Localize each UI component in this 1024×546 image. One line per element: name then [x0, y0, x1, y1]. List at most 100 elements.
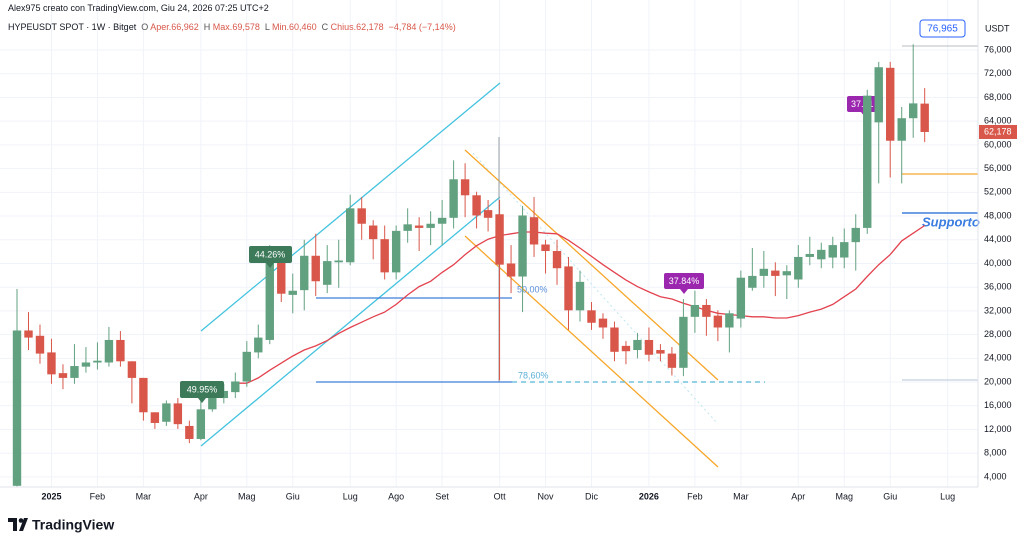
candle-body — [472, 195, 481, 216]
legend-field: Aper. — [150, 22, 172, 32]
x-tick-label: Apr — [791, 491, 805, 501]
x-tick-label: Giu — [286, 491, 300, 501]
candle-body — [150, 412, 160, 423]
x-tick-label: Mag — [238, 491, 256, 501]
candle-body — [805, 253, 814, 257]
candle-body — [633, 339, 642, 351]
legend-key: H — [203, 22, 211, 32]
candle-body — [713, 315, 723, 328]
legend-field: Max. — [212, 22, 233, 32]
y-tick-label: 56,000 — [984, 163, 1012, 173]
candle-body — [12, 330, 22, 486]
marker-label: 44.26% — [255, 249, 286, 259]
candle-body — [185, 425, 194, 439]
legend: HYPEUSDT SPOT · 1W · Bitget O Aper.66,962… — [8, 22, 456, 32]
candle-body — [300, 255, 309, 291]
candle-body — [920, 103, 929, 132]
candle-body — [139, 377, 148, 413]
x-tick-label: Feb — [90, 491, 106, 501]
legend-value: 62,178 — [356, 22, 384, 32]
candle-body — [311, 255, 320, 282]
x-tick-label: Mar — [136, 491, 152, 501]
candle-body — [598, 318, 608, 328]
candle-body — [851, 227, 860, 243]
marker-box — [249, 246, 292, 263]
symbol: HYPEUSDT SPOT · 1W · Bitget — [8, 22, 137, 32]
fib-label: 78,60% — [518, 370, 549, 380]
y-axis-label: USDT — [985, 23, 1010, 33]
fib-levels — [316, 297, 512, 383]
marker-label: 49.95% — [187, 384, 218, 394]
candle-body — [656, 350, 665, 354]
y-tick-label: 68,000 — [984, 92, 1012, 102]
x-tick-label: Lug — [343, 491, 358, 501]
candle-body — [391, 230, 401, 273]
channel-extension — [472, 152, 719, 425]
y-tick-label: 52,000 — [984, 187, 1012, 197]
candle-body — [759, 268, 769, 276]
marker-pointer — [198, 398, 206, 403]
candle-body — [380, 239, 389, 273]
candle-body — [610, 327, 619, 352]
candle-body — [323, 261, 332, 285]
candle-body — [483, 210, 493, 218]
x-tick-label: Ott — [494, 491, 507, 501]
logo: TradingView — [8, 517, 114, 533]
x-tick-label: 2025 — [41, 491, 61, 501]
logo-text: TradingView — [32, 517, 114, 533]
candle-body — [162, 403, 171, 422]
moving-average — [235, 224, 926, 384]
candle-body — [782, 271, 792, 276]
candle-body — [897, 118, 906, 141]
legend-value: 69,578 — [232, 22, 260, 32]
candle-body — [24, 330, 33, 338]
candle-body — [886, 67, 895, 141]
candle-body — [403, 224, 412, 231]
legend-value: 60,460 — [289, 22, 317, 32]
candle-body — [231, 381, 240, 393]
candle-body — [541, 244, 550, 252]
legend-item: L Min.60,460 — [265, 22, 317, 32]
x-tick-label: Apr — [194, 491, 208, 501]
y-tick-label: 16,000 — [984, 400, 1012, 410]
candle-body — [874, 67, 883, 123]
candle-body — [35, 335, 45, 354]
candle-body — [116, 339, 125, 362]
last-price-label: 62,178 — [984, 126, 1012, 136]
x-tick-label: Giu — [883, 491, 897, 501]
legend-key: L — [264, 22, 270, 32]
y-tick-label: 60,000 — [984, 139, 1012, 149]
fib-label: 50,00% — [517, 284, 548, 294]
y-tick-label: 44,000 — [984, 234, 1012, 244]
high-label: 76,965 — [927, 24, 958, 35]
candle-body — [863, 95, 872, 228]
y-tick-label: 28,000 — [984, 329, 1012, 339]
legend-key: C — [321, 22, 329, 32]
y-tick-label: 32,000 — [984, 305, 1012, 315]
logo-slash — [19, 518, 28, 531]
legend-value: 66,962 — [171, 22, 199, 32]
candle-body — [346, 208, 355, 263]
y-tick-label: 48,000 — [984, 210, 1012, 220]
legend-key: O — [141, 22, 149, 32]
x-tick-label: Mar — [733, 491, 749, 501]
candle-body — [506, 263, 516, 277]
candle-body — [47, 352, 56, 375]
candle-body — [173, 403, 183, 425]
candle-body — [368, 225, 378, 240]
marker-label: 37.84% — [669, 276, 700, 286]
candle-body — [667, 353, 677, 368]
x-tick-label: Lug — [940, 491, 955, 501]
x-tick-label: Mag — [836, 491, 854, 501]
purple-marker: 37.84% — [664, 273, 704, 294]
candle-body — [702, 304, 711, 317]
candle-body — [575, 281, 585, 311]
candle-body — [552, 251, 562, 269]
marker-box — [180, 381, 224, 398]
candle-body — [81, 362, 91, 367]
high-marker: 76,965 — [919, 19, 966, 38]
candle-body — [828, 245, 837, 258]
y-tick-label: 76,000 — [984, 44, 1012, 54]
